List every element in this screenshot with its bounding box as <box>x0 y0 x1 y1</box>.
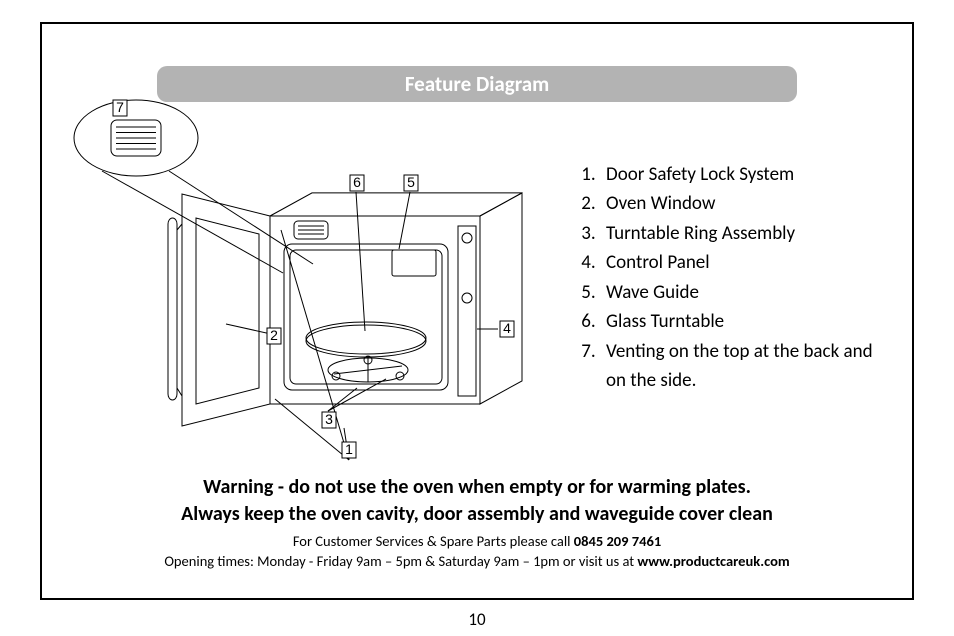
svg-text:3: 3 <box>325 411 333 427</box>
feature-diagram: 1 2 3 4 5 6 7 <box>74 102 544 472</box>
phone-number: 0845 209 7461 <box>574 532 661 550</box>
svg-text:2: 2 <box>270 327 278 343</box>
svg-text:7: 7 <box>116 99 124 115</box>
legend-list: Door Safety Lock SystemOven WindowTurnta… <box>564 160 880 396</box>
microwave-illustration: 1 2 3 4 5 6 7 <box>66 98 546 476</box>
fineprint-line: For Customer Services & Spare Parts plea… <box>74 532 880 552</box>
page-number: 10 <box>0 609 954 630</box>
legend-item: Oven Window <box>600 189 880 218</box>
svg-text:5: 5 <box>407 174 415 190</box>
website-url: www.productcareuk.com <box>637 552 789 570</box>
svg-text:4: 4 <box>503 320 511 336</box>
page-frame: Feature Diagram 1 2 3 4 5 6 7 Door Safety Lock… <box>40 22 914 600</box>
customer-service-note: For Customer Services & Spare Parts plea… <box>74 532 880 571</box>
legend-item: Control Panel <box>600 248 880 277</box>
fineprint-line: Opening times: Monday - Friday 9am – 5pm… <box>74 552 880 572</box>
warning-line: Warning - do not use the oven when empty… <box>74 474 880 501</box>
warning-text: Warning - do not use the oven when empty… <box>74 474 880 528</box>
legend-item: Wave Guide <box>600 278 880 307</box>
svg-text:6: 6 <box>353 174 361 190</box>
legend-item: Glass Turntable <box>600 307 880 336</box>
section-title: Feature Diagram <box>157 66 797 102</box>
fineprint-text: For Customer Services & Spare Parts plea… <box>293 532 574 550</box>
svg-text:1: 1 <box>345 441 353 457</box>
legend: Door Safety Lock SystemOven WindowTurnta… <box>544 102 880 472</box>
legend-item: Turntable Ring Assembly <box>600 219 880 248</box>
content-row: 1 2 3 4 5 6 7 Door Safety Lock SystemOven Wind… <box>74 102 880 472</box>
page: Feature Diagram 1 2 3 4 5 6 7 Door Safety Lock… <box>0 0 954 636</box>
fineprint-text: Opening times: Monday - Friday 9am – 5pm… <box>164 552 637 570</box>
legend-item: Venting on the top at the back and on th… <box>600 337 880 396</box>
legend-item: Door Safety Lock System <box>600 160 880 189</box>
warning-line: Always keep the oven cavity, door assemb… <box>74 501 880 528</box>
